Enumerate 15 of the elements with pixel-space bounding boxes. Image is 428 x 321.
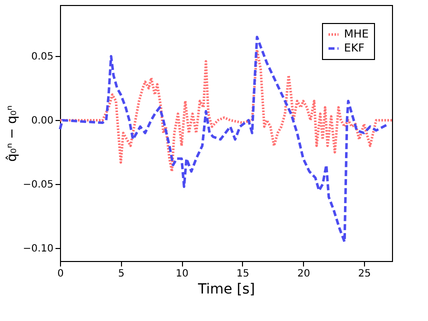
x-tick-label: 10	[176, 268, 188, 280]
legend-label: EKF	[344, 42, 364, 54]
y-tick-label: −0.10	[22, 244, 54, 255]
x-axis-title: Time [s]	[197, 282, 255, 298]
x-tick-label: 15	[236, 268, 250, 280]
x-tick-label: 25	[358, 268, 371, 280]
y-axis-title: q̂₀ⁿ − q₀ⁿ	[4, 105, 20, 162]
x-tick-label: 20	[297, 268, 310, 280]
y-tick-label: 0.05	[31, 52, 54, 63]
x-tick-label: 5	[118, 268, 124, 280]
y-tick-label: −0.05	[22, 180, 54, 191]
x-tick-label: 0	[57, 268, 64, 280]
y-tick-label: 0.00	[31, 116, 54, 127]
line-series	[58, 36, 390, 244]
legend-label: MHE	[344, 28, 369, 40]
